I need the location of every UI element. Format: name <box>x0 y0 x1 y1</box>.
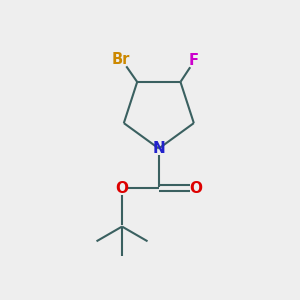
Text: O: O <box>116 181 128 196</box>
Text: Br: Br <box>112 52 130 68</box>
Text: F: F <box>189 53 199 68</box>
Text: O: O <box>189 181 202 196</box>
Text: N: N <box>152 141 165 156</box>
